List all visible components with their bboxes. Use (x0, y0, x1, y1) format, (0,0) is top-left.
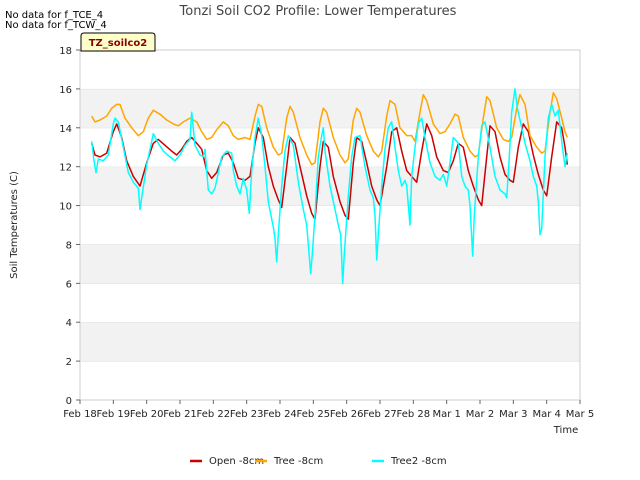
legend-label: Tree -8cm (273, 456, 323, 467)
x-tick-label: Feb 21 (163, 409, 197, 420)
y-tick-label: 6 (66, 279, 72, 290)
no-data-note-2: No data for f_TCW_4 (5, 20, 107, 31)
y-tick-label: 4 (66, 318, 72, 329)
y-tick-label: 14 (59, 124, 72, 135)
grid-band (80, 283, 580, 323)
x-tick-label: Feb 27 (363, 409, 397, 420)
x-tick-label: Mar 5 (566, 409, 594, 420)
grid-band (80, 244, 580, 284)
y-axis-ticks: 0 2 4 6 8 10 12 14 16 18 (59, 46, 80, 407)
badge-label: TZ_soilco2 (89, 38, 148, 49)
series-lines (90, 88, 569, 285)
x-tick-label: Feb 25 (297, 409, 331, 420)
tz-soilco2-badge: TZ_soilco2 (80, 32, 156, 52)
grid-band (80, 361, 580, 400)
badge-box (80, 32, 156, 52)
legend-label: Open -8cm (209, 456, 264, 467)
x-tick-label: Feb 23 (230, 409, 264, 420)
x-tick-label: Feb 20 (130, 409, 164, 420)
y-tick-label: 2 (66, 357, 72, 368)
x-tick-label: Mar 2 (466, 409, 494, 420)
chart-title: Tonzi Soil CO2 Profile: Lower Temperatur… (179, 4, 457, 19)
x-tick-label: Feb 24 (263, 409, 297, 420)
x-axis-title: Time (553, 425, 578, 436)
x-tick-label: Mar 3 (499, 409, 527, 420)
y-tick-label: 8 (66, 240, 72, 251)
legend-label: Tree2 -8cm (390, 456, 447, 467)
y-tick-label: 12 (59, 163, 72, 174)
y-axis-title: Soil Temperatures (C) (9, 171, 20, 279)
y-tick-label: 0 (66, 396, 72, 407)
grid-band (80, 205, 580, 245)
series-line-tree-8cm (91, 92, 568, 166)
series-line-tree2-8cm (90, 88, 569, 285)
legend: Open -8cm Tree -8cm Tree2 -8cm (190, 456, 447, 467)
x-tick-label: Mar 1 (432, 409, 460, 420)
grid-band (80, 88, 580, 128)
y-tick-label: 10 (59, 202, 72, 213)
x-tick-label: Mar 4 (532, 409, 560, 420)
y-tick-label: 18 (59, 46, 72, 57)
grid-band (80, 322, 580, 362)
no-data-note-1: No data for f_TCE_4 (5, 10, 103, 21)
x-tick-label: Feb 19 (97, 409, 131, 420)
plot-frame (79, 49, 581, 401)
series-line-open-8cm (90, 121, 569, 220)
x-tick-label: Feb 28 (397, 409, 431, 420)
y-tick-label: 16 (59, 85, 72, 96)
x-axis-ticks: Feb 18 Feb 19 Feb 20 Feb 21 Feb 22 Feb 23 Feb … (63, 400, 594, 420)
x-tick-label: Feb 26 (330, 409, 364, 420)
x-tick-label: Feb 18 (63, 409, 97, 420)
grid-band (80, 50, 580, 89)
x-tick-label: Feb 22 (197, 409, 231, 420)
grid-bands (80, 49, 580, 400)
